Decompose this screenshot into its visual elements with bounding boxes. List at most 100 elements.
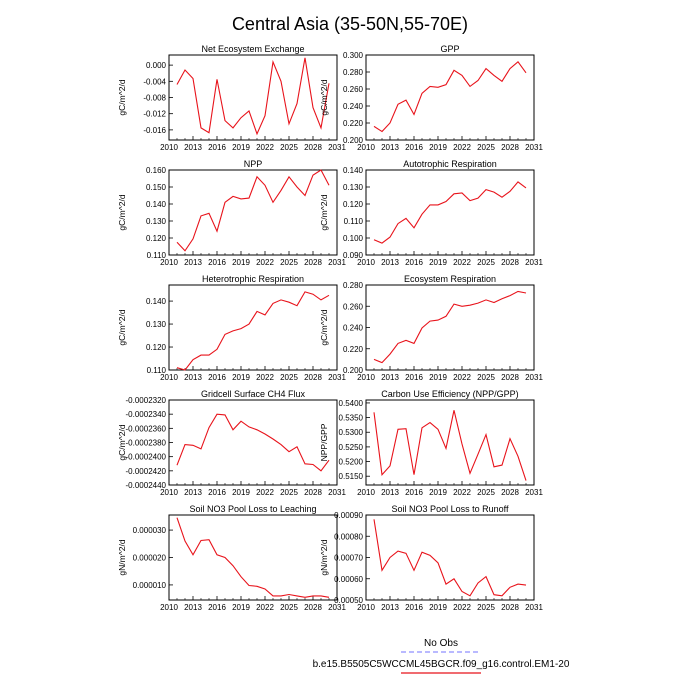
x-tick-label: 2031 xyxy=(328,488,346,497)
series-line xyxy=(176,169,330,252)
x-tick-label: 2016 xyxy=(208,488,226,497)
panel-title: GPP xyxy=(440,44,459,54)
series-line xyxy=(176,517,330,598)
series-line xyxy=(373,60,527,133)
series-line xyxy=(373,410,527,481)
y-tick-label: 0.160 xyxy=(146,166,167,175)
x-tick-label: 2031 xyxy=(328,603,346,612)
y-tick-label: 0.240 xyxy=(343,324,364,333)
x-tick-label: 2031 xyxy=(525,143,543,152)
x-tick-label: 2028 xyxy=(304,373,322,382)
x-tick-label: 2025 xyxy=(280,603,298,612)
x-tick-label: 2013 xyxy=(184,143,202,152)
x-tick-label: 2031 xyxy=(525,488,543,497)
y-tick-label: 0.280 xyxy=(343,68,364,77)
y-tick-label: -0.0002380 xyxy=(126,439,167,448)
y-tick-label: -0.0002420 xyxy=(126,467,167,476)
x-tick-label: 2028 xyxy=(304,258,322,267)
panel-6: Gridcell Surface CH4 Flux gC/m^2/d 2010 201… xyxy=(117,389,346,497)
y-tick-label: 0.130 xyxy=(146,217,167,226)
y-tick-label: 0.5200 xyxy=(339,458,364,467)
panel-title: Autotrophic Respiration xyxy=(403,159,497,169)
x-tick-label: 2016 xyxy=(208,258,226,267)
y-tick-label: -0.008 xyxy=(143,94,166,103)
x-tick-label: 2013 xyxy=(381,373,399,382)
y-tick-label: 0.240 xyxy=(343,102,364,111)
x-tick-label: 2016 xyxy=(208,373,226,382)
series-line xyxy=(176,291,330,371)
x-tick-label: 2016 xyxy=(405,373,423,382)
y-tick-label: 0.140 xyxy=(343,166,364,175)
y-tick-label: 0.110 xyxy=(344,217,364,226)
y-tick-label: 0.200 xyxy=(343,136,364,145)
y-tick-label: 0.5250 xyxy=(339,443,364,452)
x-tick-label: 2019 xyxy=(429,373,447,382)
y-axis-label: gC/m^2/d xyxy=(319,194,329,230)
x-tick-label: 2013 xyxy=(381,603,399,612)
x-tick-label: 2022 xyxy=(453,258,471,267)
x-tick-label: 2028 xyxy=(501,488,519,497)
x-tick-label: 2031 xyxy=(525,373,543,382)
y-tick-label: -0.012 xyxy=(143,110,166,119)
x-tick-label: 2016 xyxy=(405,603,423,612)
x-tick-label: 2016 xyxy=(405,143,423,152)
panel-title: Gridcell Surface CH4 Flux xyxy=(201,389,306,399)
x-tick-label: 2022 xyxy=(453,603,471,612)
panel-1: GPP gC/m^2/d 2010 2013 2016 2019 2022 2025 2028 2… xyxy=(319,44,543,152)
panel-7: Carbon Use Efficiency (NPP/GPP) NPP/GPP 20… xyxy=(319,389,543,497)
panel-4: Heterotrophic Respiration gC/m^2/d 2010 201… xyxy=(117,274,346,382)
y-tick-label: 0.00080 xyxy=(334,532,363,541)
x-tick-label: 2010 xyxy=(160,373,178,382)
y-tick-label: 0.5300 xyxy=(339,428,364,437)
panels: Net Ecosystem Exchange gC/m^2/d 2010 2013 20… xyxy=(117,44,543,612)
x-tick-label: 2010 xyxy=(160,488,178,497)
y-tick-label: 0.000010 xyxy=(133,581,167,590)
x-tick-label: 2019 xyxy=(429,258,447,267)
panel-9: Soil NO3 Pool Loss to Runoff gN/m^2/d 2010… xyxy=(319,504,543,612)
y-tick-label: 0.300 xyxy=(343,51,364,60)
series-line xyxy=(373,519,527,597)
x-tick-label: 2022 xyxy=(256,373,274,382)
panel-frame xyxy=(168,284,338,371)
x-tick-label: 2025 xyxy=(280,143,298,152)
panel-title: NPP xyxy=(244,159,263,169)
y-tick-label: 0.5150 xyxy=(339,472,364,481)
x-tick-label: 2013 xyxy=(381,488,399,497)
panel-frame xyxy=(168,514,338,601)
x-tick-label: 2010 xyxy=(357,488,375,497)
x-tick-label: 2013 xyxy=(184,488,202,497)
x-tick-label: 2010 xyxy=(160,143,178,152)
panel-8: Soil NO3 Pool Loss to Leaching gN/m^2/d 20… xyxy=(117,504,346,612)
panel-5: Ecosystem Respiration gC/m^2/d 2010 2013 201… xyxy=(319,274,543,382)
legend: No Obs b.e15.B5505C5WCCML45BGCR.f09_g16.… xyxy=(313,638,570,674)
x-tick-label: 2028 xyxy=(501,603,519,612)
x-tick-label: 2028 xyxy=(501,373,519,382)
x-tick-label: 2031 xyxy=(525,603,543,612)
y-tick-label: 0.140 xyxy=(146,200,167,209)
x-tick-label: 2031 xyxy=(328,143,346,152)
y-axis-label: gN/m^2/d xyxy=(117,539,127,575)
x-tick-label: 2025 xyxy=(280,488,298,497)
y-tick-label: 0.5350 xyxy=(339,414,364,423)
x-tick-label: 2025 xyxy=(477,488,495,497)
y-axis-label: gC/m^2/d xyxy=(319,309,329,345)
panel-frame xyxy=(168,169,338,256)
x-tick-label: 2022 xyxy=(453,373,471,382)
panel-frame xyxy=(365,54,535,141)
x-tick-label: 2028 xyxy=(501,258,519,267)
y-tick-label: 0.00050 xyxy=(334,596,363,605)
panel-title: Carbon Use Efficiency (NPP/GPP) xyxy=(381,389,518,399)
panel-frame xyxy=(365,169,535,256)
y-tick-label: 0.000020 xyxy=(133,554,167,563)
x-tick-label: 2025 xyxy=(477,373,495,382)
panel-title: Heterotrophic Respiration xyxy=(202,274,304,284)
y-tick-label: 0.130 xyxy=(343,183,364,192)
x-tick-label: 2016 xyxy=(405,258,423,267)
x-tick-label: 2022 xyxy=(256,488,274,497)
x-tick-label: 2016 xyxy=(208,143,226,152)
y-tick-label: -0.0002360 xyxy=(126,424,167,433)
y-tick-label: 0.200 xyxy=(343,366,364,375)
x-tick-label: 2010 xyxy=(160,258,178,267)
x-tick-label: 2022 xyxy=(453,488,471,497)
y-tick-label: 0.120 xyxy=(146,343,167,352)
